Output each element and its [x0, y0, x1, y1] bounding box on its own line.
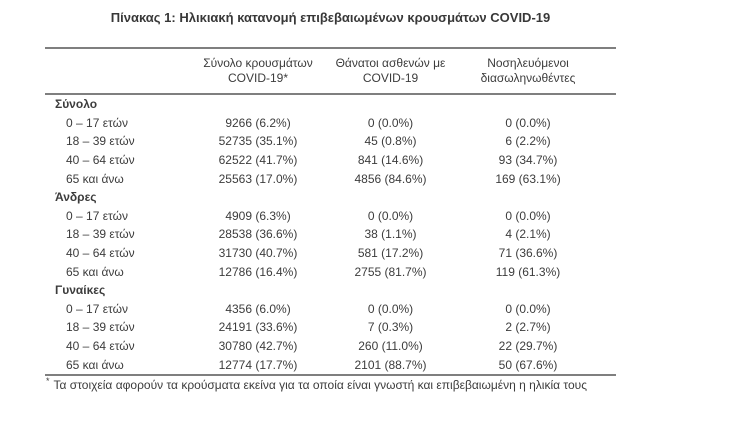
intubated-value: 22 (29.7%) [498, 339, 558, 354]
covid-age-table: Σύνολο κρουσμάτων COVID-19* Θάνατοι ασθε… [45, 47, 616, 376]
cases-value: 12786 (16.4%) [218, 264, 298, 279]
table-row: 40 – 64 ετών 62522 (41.7%) 841 (14.6%) 9… [45, 151, 616, 170]
header-intubated-line1: Νοσηλευόμενοι [487, 56, 569, 70]
footnote: * Τα στοιχεία αφορούν τα κρούσματα εκείνα… [46, 376, 587, 392]
header-deaths-line2: COVID-19 [362, 71, 419, 85]
deaths-value: 45 (0.8%) [364, 134, 417, 149]
table-header-row: Σύνολο κρουσμάτων COVID-19* Θάνατοι ασθε… [45, 49, 616, 95]
section-label: Σύνολο [55, 97, 98, 112]
row-label: 18 – 39 ετών [66, 134, 135, 149]
deaths-value: 0 (0.0%) [367, 301, 414, 316]
intubated-value: 93 (34.7%) [498, 153, 558, 168]
deaths-value: 260 (11.0%) [358, 339, 423, 354]
header-intubated: Νοσηλευόμενοι διασωληνωθέντες [448, 56, 608, 86]
intubated-value: 0 (0.0%) [505, 301, 551, 316]
section-header-total: Σύνολο [45, 95, 616, 114]
header-total-cases: Σύνολο κρουσμάτων COVID-19* [183, 56, 333, 86]
table-row: 65 και άνω 12786 (16.4%) 2755 (81.7%) 11… [45, 262, 616, 281]
row-label: 0 – 17 ετών [66, 115, 128, 130]
deaths-value: 0 (0.0%) [367, 208, 414, 223]
intubated-value: 0 (0.0%) [505, 115, 551, 130]
table-row: 65 και άνω 25563 (17.0%) 4856 (84.6%) 16… [45, 169, 616, 188]
cases-value: 62522 (41.7%) [218, 153, 298, 168]
row-label: 65 και άνω [66, 264, 124, 279]
cases-value: 30780 (42.7%) [218, 339, 298, 354]
section-header-women: Γυναίκες [45, 281, 616, 300]
header-deaths: Θάνατοι ασθενών με COVID-19 [333, 56, 448, 86]
table-row: 0 – 17 ετών 9266 (6.2%) 0 (0.0%) 0 (0.0%… [45, 114, 616, 133]
table-row: 40 – 64 ετών 31730 (40.7%) 581 (17.2%) 7… [45, 244, 616, 263]
row-label: 18 – 39 ετών [66, 320, 135, 335]
cases-value: 12774 (17.7%) [218, 357, 298, 372]
section-label: Άνδρες [55, 190, 97, 205]
table-body: Σύνολο 0 – 17 ετών 9266 (6.2%) 0 (0.0%) … [45, 95, 616, 374]
header-total-cases-line2: COVID-19* [227, 71, 289, 85]
header-deaths-line1: Θάνατοι ασθενών με [335, 56, 446, 70]
table-row: 18 – 39 ετών 24191 (33.6%) 7 (0.3%) 2 (2… [45, 318, 616, 337]
table-title: Πίνακας 1: Ηλικιακή κατανομή επιβεβαιωμέ… [110, 10, 551, 25]
intubated-value: 50 (67.6%) [498, 357, 558, 372]
cases-value: 31730 (40.7%) [218, 246, 298, 261]
footnote-text: Τα στοιχεία αφορούν τα κρούσματα εκείνα … [53, 378, 587, 392]
deaths-value: 841 (14.6%) [357, 153, 424, 168]
row-label: 40 – 64 ετών [66, 339, 135, 354]
row-label: 65 και άνω [66, 357, 124, 372]
row-label: 40 – 64 ετών [66, 246, 135, 261]
header-intubated-line2: διασωληνωθέντες [480, 71, 576, 85]
cases-value: 24191 (33.6%) [218, 320, 298, 335]
deaths-value: 7 (0.3%) [367, 320, 414, 335]
cases-value: 52735 (35.1%) [218, 134, 298, 149]
table-row: 65 και άνω 12774 (17.7%) 2101 (88.7%) 50… [45, 355, 616, 374]
table-row: 18 – 39 ετών 52735 (35.1%) 45 (0.8%) 6 (… [45, 132, 616, 151]
row-label: 18 – 39 ετών [66, 227, 135, 242]
row-label: 65 και άνω [66, 171, 124, 186]
deaths-value: 4856 (84.6%) [354, 171, 427, 186]
cases-value: 4909 (6.3%) [225, 208, 291, 223]
intubated-value: 2 (2.7%) [505, 320, 551, 335]
deaths-value: 2755 (81.7%) [354, 264, 427, 279]
section-label: Γυναίκες [55, 283, 106, 298]
intubated-value: 119 (61.3%) [495, 264, 561, 279]
intubated-value: 71 (36.6%) [498, 246, 558, 261]
deaths-value: 38 (1.1%) [364, 227, 417, 242]
cases-value: 25563 (17.0%) [218, 171, 298, 186]
row-label: 0 – 17 ετών [66, 208, 128, 223]
section-header-men: Άνδρες [45, 188, 616, 207]
row-label: 40 – 64 ετών [66, 153, 135, 168]
deaths-value: 2101 (88.7%) [354, 357, 427, 372]
row-label: 0 – 17 ετών [66, 301, 128, 316]
intubated-value: 4 (2.1%) [505, 227, 551, 242]
intubated-value: 0 (0.0%) [505, 208, 551, 223]
deaths-value: 0 (0.0%) [367, 115, 414, 130]
table-row: 40 – 64 ετών 30780 (42.7%) 260 (11.0%) 2… [45, 337, 616, 356]
table-row: 0 – 17 ετών 4909 (6.3%) 0 (0.0%) 0 (0.0%… [45, 207, 616, 226]
footnote-marker: * [46, 376, 50, 386]
table-row: 0 – 17 ετών 4356 (6.0%) 0 (0.0%) 0 (0.0%… [45, 300, 616, 319]
cases-value: 9266 (6.2%) [225, 115, 291, 130]
intubated-value: 6 (2.2%) [505, 134, 551, 149]
deaths-value: 581 (17.2%) [357, 246, 424, 261]
header-total-cases-line1: Σύνολο κρουσμάτων [203, 56, 313, 70]
intubated-value: 169 (63.1%) [495, 171, 561, 186]
table-row: 18 – 39 ετών 28538 (36.6%) 38 (1.1%) 4 (… [45, 225, 616, 244]
cases-value: 28538 (36.6%) [218, 227, 298, 242]
cases-value: 4356 (6.0%) [225, 301, 291, 316]
